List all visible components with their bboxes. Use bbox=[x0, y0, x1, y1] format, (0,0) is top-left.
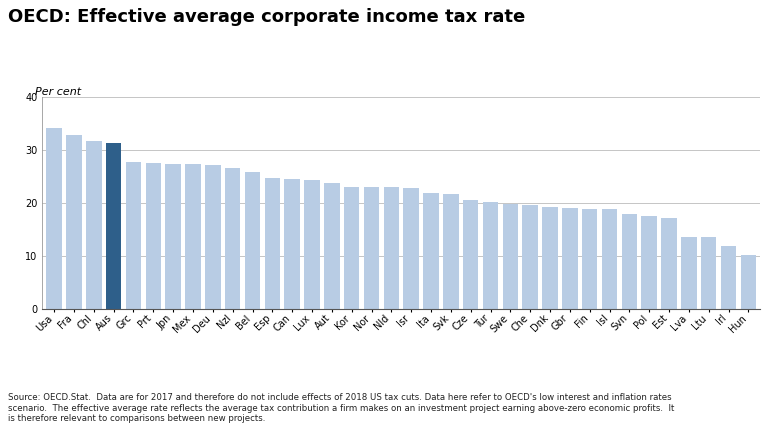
Bar bbox=[344, 187, 359, 309]
Bar bbox=[66, 135, 81, 309]
Bar bbox=[146, 163, 161, 309]
Bar bbox=[185, 165, 200, 309]
Bar bbox=[324, 184, 339, 309]
Bar bbox=[86, 141, 101, 309]
Bar bbox=[245, 173, 260, 309]
Bar bbox=[522, 205, 538, 309]
Bar bbox=[443, 194, 458, 309]
Bar bbox=[165, 164, 181, 309]
Bar bbox=[364, 187, 379, 309]
Bar bbox=[403, 188, 419, 309]
Bar bbox=[661, 218, 677, 309]
Bar bbox=[205, 165, 220, 309]
Text: Per cent: Per cent bbox=[35, 87, 81, 97]
Bar bbox=[483, 202, 498, 309]
Bar bbox=[701, 237, 717, 309]
Text: OECD: Effective average corporate income tax rate: OECD: Effective average corporate income… bbox=[8, 8, 525, 27]
Bar bbox=[562, 208, 578, 309]
Bar bbox=[106, 143, 121, 309]
Bar bbox=[542, 207, 558, 309]
Bar bbox=[423, 193, 439, 309]
Bar bbox=[721, 246, 737, 309]
Bar bbox=[384, 187, 399, 309]
Bar bbox=[225, 168, 240, 309]
Bar bbox=[681, 237, 697, 309]
Bar bbox=[46, 128, 62, 309]
Bar bbox=[126, 162, 141, 309]
Text: Source: OECD.Stat.  Data are for 2017 and therefore do not include effects of 20: Source: OECD.Stat. Data are for 2017 and… bbox=[8, 393, 674, 423]
Bar bbox=[740, 255, 756, 309]
Bar bbox=[265, 178, 280, 309]
Bar bbox=[284, 179, 300, 309]
Bar bbox=[602, 209, 617, 309]
Bar bbox=[621, 214, 637, 309]
Bar bbox=[641, 216, 657, 309]
Bar bbox=[463, 200, 478, 309]
Bar bbox=[582, 209, 598, 309]
Bar bbox=[304, 180, 319, 309]
Bar bbox=[502, 203, 518, 309]
